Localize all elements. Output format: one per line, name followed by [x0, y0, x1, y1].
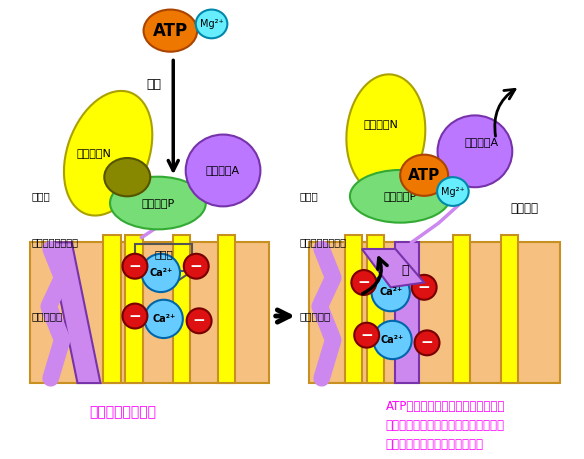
Bar	[126, 235, 142, 383]
Text: ATP: ATP	[408, 168, 440, 183]
Text: ドメインA: ドメインA	[206, 165, 240, 175]
Bar	[218, 235, 235, 383]
Bar	[453, 235, 470, 383]
Polygon shape	[362, 249, 424, 287]
Ellipse shape	[196, 10, 227, 38]
Text: ドメインN: ドメインN	[364, 119, 398, 129]
Text: ドメインA: ドメインA	[464, 137, 499, 147]
Text: −: −	[128, 259, 141, 274]
Ellipse shape	[64, 91, 152, 216]
Bar	[173, 235, 190, 383]
Ellipse shape	[346, 74, 425, 194]
Circle shape	[415, 330, 440, 355]
Text: 膜㚫通ヘリックス: 膜㚫通ヘリックス	[300, 237, 347, 247]
Text: Mg²⁺: Mg²⁺	[200, 19, 224, 29]
Polygon shape	[48, 242, 100, 383]
Ellipse shape	[400, 155, 448, 196]
Text: 脂質二重膜: 脂質二重膜	[32, 311, 62, 321]
Circle shape	[352, 270, 376, 295]
Text: 細胞質: 細胞質	[32, 191, 50, 202]
Bar	[310, 242, 560, 383]
Ellipse shape	[144, 10, 197, 52]
Circle shape	[373, 321, 412, 359]
Text: 細胞質: 細胞質	[300, 191, 318, 202]
Ellipse shape	[437, 177, 469, 206]
Text: ATP: ATP	[153, 22, 188, 39]
Text: ひっぱる: ひっぱる	[510, 202, 538, 215]
Text: −: −	[357, 275, 370, 290]
Circle shape	[123, 254, 147, 279]
Bar	[135, 244, 192, 271]
Text: ドメインN: ドメインN	[77, 148, 111, 158]
Bar	[500, 235, 518, 383]
Text: −: −	[128, 308, 141, 324]
Ellipse shape	[110, 177, 206, 230]
Text: 膜㚫通ヘリックス: 膜㚫通ヘリックス	[32, 237, 78, 247]
Text: カルシウムを結合: カルシウムを結合	[89, 405, 156, 419]
Text: −: −	[420, 336, 433, 350]
Text: −: −	[190, 259, 203, 274]
Text: 入り口: 入り口	[154, 249, 173, 259]
Ellipse shape	[105, 158, 150, 196]
Polygon shape	[395, 242, 419, 383]
Bar	[367, 235, 384, 383]
Text: ドメインP: ドメインP	[384, 191, 417, 202]
Circle shape	[184, 254, 208, 279]
Text: ATPの結合で細胞質ドメインが動き
それが膜㚫通ヘリックスを引っ張って
カルシウムの入り口に蔶をする: ATPの結合で細胞質ドメインが動き それが膜㚫通ヘリックスを引っ張って カルシウ…	[386, 400, 505, 451]
Bar	[30, 242, 269, 383]
Circle shape	[371, 273, 410, 311]
Bar	[103, 235, 120, 383]
Circle shape	[354, 323, 379, 347]
Text: Ca²⁺: Ca²⁺	[152, 314, 175, 324]
Ellipse shape	[437, 115, 512, 187]
Circle shape	[187, 308, 211, 333]
Circle shape	[123, 303, 147, 329]
Text: Ca²⁺: Ca²⁺	[381, 335, 404, 345]
Text: −: −	[193, 313, 206, 328]
Text: つく: つく	[147, 78, 162, 91]
Text: ドメインP: ドメインP	[141, 198, 175, 208]
Text: Ca²⁺: Ca²⁺	[149, 268, 172, 278]
Circle shape	[412, 275, 437, 300]
Text: Mg²⁺: Mg²⁺	[441, 186, 465, 196]
Text: −: −	[418, 280, 430, 295]
Ellipse shape	[350, 170, 450, 223]
Ellipse shape	[186, 134, 260, 207]
Bar	[345, 235, 362, 383]
Circle shape	[144, 300, 183, 338]
Circle shape	[142, 254, 180, 292]
Text: Ca²⁺: Ca²⁺	[379, 287, 402, 297]
Text: −: −	[360, 328, 373, 343]
Text: 蔶: 蔶	[401, 263, 409, 277]
Text: 脂質二重膜: 脂質二重膜	[300, 311, 331, 321]
